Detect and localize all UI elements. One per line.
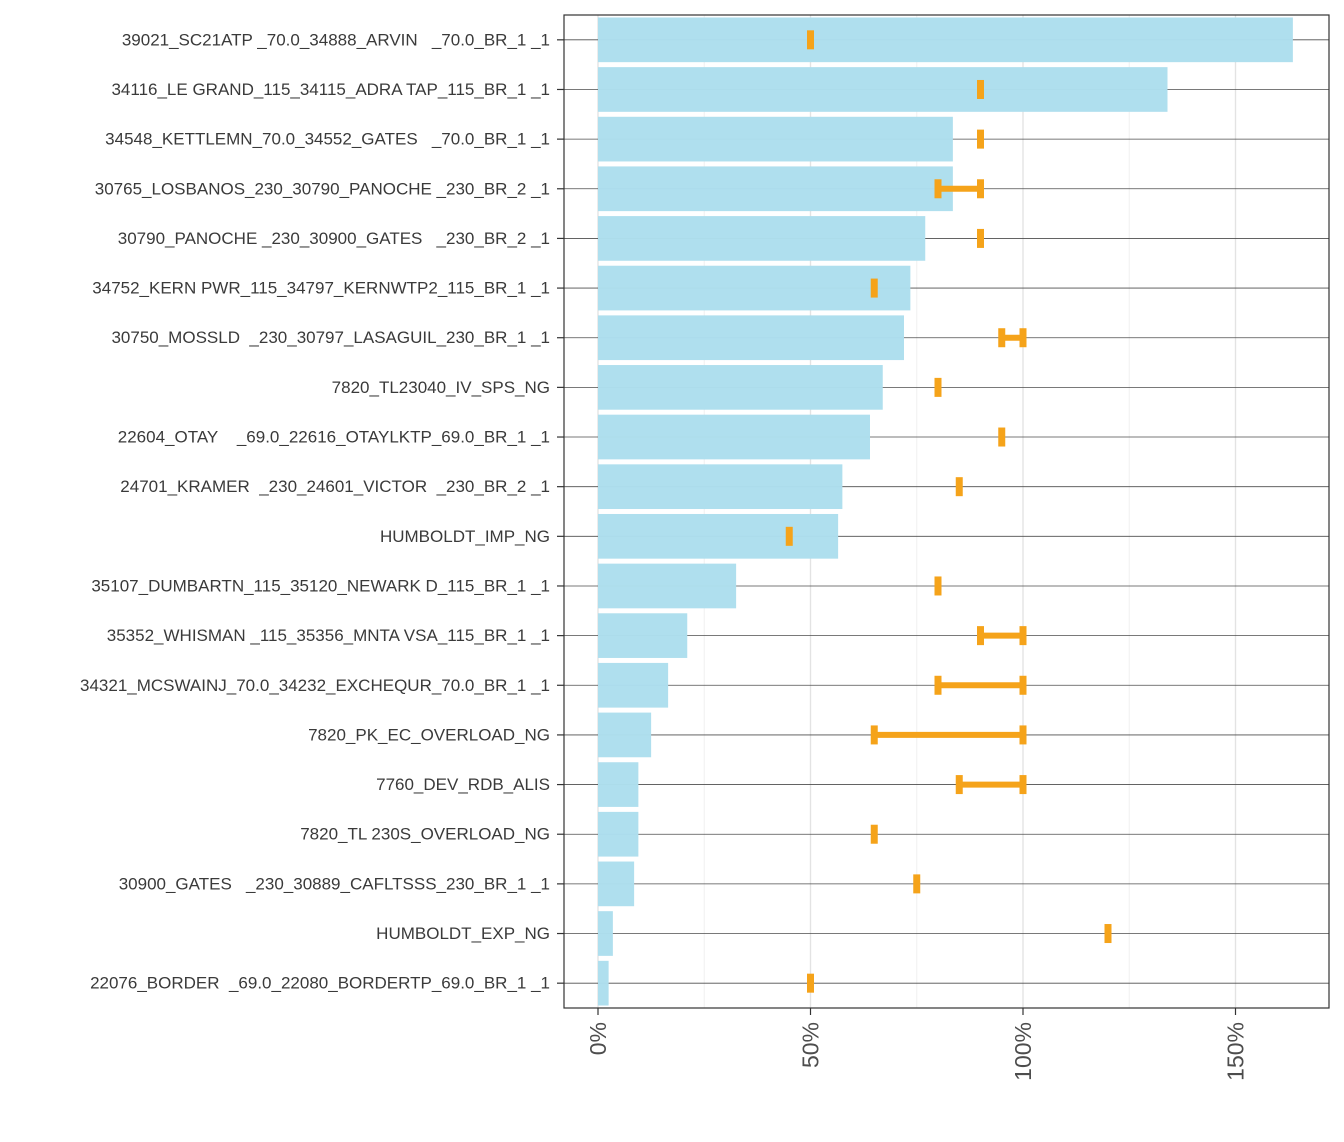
range-marker-10: [785, 526, 793, 546]
y-tick-label-14: 7820_PK_EC_OVERLOAD_NG: [308, 725, 550, 744]
y-tick-label-18: HUMBOLDT_EXP_NG: [376, 924, 550, 943]
bar-19: [598, 960, 609, 1006]
y-tick-label-10: HUMBOLDT_IMP_NG: [380, 527, 550, 546]
bar-14: [598, 712, 652, 758]
bar-8: [598, 414, 870, 460]
x-axis-labels: 0% 50% 100% 150%: [585, 1022, 1249, 1081]
y-axis-ticks: [557, 39, 564, 984]
range-cap-7-0: [934, 377, 942, 397]
x-axis-ticks: [597, 1008, 1237, 1015]
y-tick-label-8: 22604_OTAY _69.0_22616_OTAYLKTP_69.0_BR_…: [118, 428, 550, 447]
range-cap-3-1: [977, 179, 984, 199]
range-cap-14-0: [870, 725, 878, 745]
range-marker-15: [955, 775, 1027, 795]
range-cap-6-1: [1019, 328, 1027, 348]
y-axis-labels: 39021_SC21ATP _70.0_34888_ARVIN _70.0_BR…: [80, 30, 550, 992]
y-tick-label-4: 30790_PANOCHE _230_30900_GATES _230_BR_2…: [118, 229, 550, 248]
bar-16: [598, 811, 639, 857]
y-tick-label-12: 35352_WHISMAN _115_35356_MNTA VSA_115_BR…: [107, 626, 550, 645]
range-marker-12: [977, 626, 1027, 646]
y-tick-label-15: 7760_DEV_RDB_ALIS: [376, 775, 550, 794]
bar-5: [598, 265, 911, 311]
range-marker-7: [934, 377, 942, 397]
range-marker-3: [934, 179, 984, 199]
bar-13: [598, 662, 669, 708]
range-marker-2: [977, 129, 984, 149]
range-cap-19-0: [807, 973, 814, 993]
panel-border: [563, 14, 1330, 1009]
range-cap-18-0: [1104, 924, 1112, 944]
bar-10: [598, 513, 839, 559]
range-cap-15-1: [1019, 775, 1027, 795]
y-tick-label-7: 7820_TL23040_IV_SPS_NG: [332, 378, 550, 397]
y-tick-label-1: 34116_LE GRAND_115_34115_ADRA TAP_115_BR…: [111, 80, 550, 99]
range-marker-11: [934, 576, 942, 596]
range-cap-13-0: [934, 675, 942, 695]
bar-2: [598, 116, 953, 162]
range-marker-8: [998, 427, 1006, 447]
range-marker-6: [998, 328, 1027, 348]
bar-18: [598, 911, 613, 956]
y-tick-label-5: 34752_KERN PWR_115_34797_KERNWTP2_115_BR…: [92, 279, 550, 298]
x-tick-label-2: 100%: [1010, 1022, 1036, 1081]
bar-4: [598, 216, 926, 261]
range-cap-6-0: [998, 328, 1006, 348]
range-marker-1: [977, 79, 984, 99]
range-marker-17: [913, 874, 921, 894]
range-cap-1-0: [977, 79, 984, 99]
range-marker-13: [934, 675, 1027, 695]
range-cap-3-0: [934, 179, 942, 199]
range-cap-14-1: [1019, 725, 1027, 745]
range-cap-4-0: [977, 228, 984, 248]
range-marker-5: [870, 278, 878, 298]
bar-15: [598, 762, 639, 807]
range-cap-0-0: [807, 30, 814, 50]
y-tick-label-13: 34321_MCSWAINJ_70.0_34232_EXCHEQUR_70.0_…: [80, 676, 550, 695]
range-cap-15-0: [955, 775, 963, 795]
range-cap-12-0: [977, 626, 984, 646]
range-cap-2-0: [977, 129, 984, 149]
bar-9: [598, 464, 843, 510]
bar-1: [598, 67, 1168, 112]
range-cap-10-0: [785, 526, 793, 546]
bar-12: [598, 613, 688, 658]
range-cap-11-0: [934, 576, 942, 596]
bar-3: [598, 166, 953, 212]
y-tick-label-19: 22076_BORDER _69.0_22080_BORDERTP_69.0_B…: [90, 974, 550, 993]
x-tick-label-3: 150%: [1223, 1022, 1249, 1081]
y-tick-label-2: 34548_KETTLEMN_70.0_34552_GATES _70.0_BR…: [105, 130, 550, 149]
range-marker-4: [977, 228, 984, 248]
bar-6: [598, 315, 904, 361]
y-tick-label-16: 7820_TL 230S_OVERLOAD_NG: [300, 825, 550, 844]
range-cap-17-0: [913, 874, 921, 894]
range-cap-8-0: [998, 427, 1006, 447]
range-cap-16-0: [870, 824, 878, 844]
range-marker-18: [1104, 924, 1112, 944]
bar-11: [598, 563, 737, 609]
bars: [598, 17, 1293, 1006]
y-tick-label-0: 39021_SC21ATP _70.0_34888_ARVIN _70.0_BR…: [122, 30, 550, 49]
bar-0: [598, 17, 1293, 63]
y-tick-label-17: 30900_GATES _230_30889_CAFLTSSS_230_BR_1…: [119, 874, 550, 893]
y-tick-label-3: 30765_LOSBANOS_230_30790_PANOCHE _230_BR…: [95, 179, 550, 198]
y-tick-label-6: 30750_MOSSLD _230_30797_LASAGUIL_230_BR_…: [111, 328, 550, 347]
range-marker-9: [955, 477, 963, 497]
x-tick-label-1: 50%: [798, 1022, 824, 1068]
range-markers: [785, 30, 1112, 993]
bar-17: [598, 861, 635, 907]
y-tick-label-9: 24701_KRAMER _230_24601_VICTOR _230_BR_2…: [120, 477, 550, 496]
bar-7: [598, 365, 883, 410]
range-marker-14: [870, 725, 1027, 745]
range-cap-12-1: [1019, 626, 1027, 646]
range-marker-19: [807, 973, 814, 993]
x-tick-label-0: 0%: [585, 1022, 611, 1055]
range-cap-13-1: [1019, 675, 1027, 695]
y-tick-label-11: 35107_DUMBARTN_115_35120_NEWARK D_115_BR…: [91, 576, 550, 595]
range-marker-16: [870, 824, 878, 844]
range-cap-9-0: [955, 477, 963, 497]
range-marker-0: [807, 30, 814, 50]
range-cap-5-0: [870, 278, 878, 298]
